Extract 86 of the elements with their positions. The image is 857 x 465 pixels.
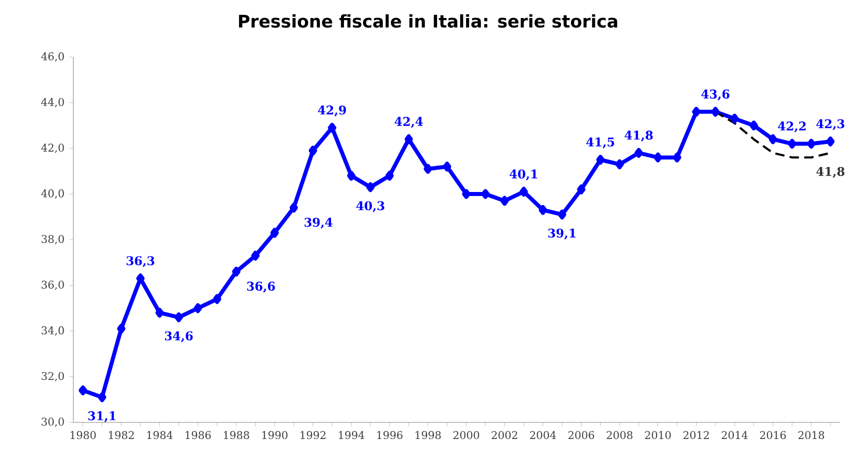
x-tick-label: 2018 — [798, 431, 824, 440]
point — [212, 294, 222, 304]
point — [520, 186, 528, 197]
data-label: 42,4 — [394, 116, 423, 128]
x-tick-label: 2008 — [606, 431, 632, 440]
point — [596, 154, 605, 165]
point — [634, 148, 643, 158]
point — [78, 385, 88, 396]
y-tick-label: 40,0 — [41, 189, 64, 199]
x-tick-label: 2004 — [530, 431, 556, 440]
point — [558, 210, 566, 220]
point — [98, 392, 106, 402]
y-tick-label: 42,0 — [41, 144, 64, 154]
x-tick-label: 1984 — [147, 431, 173, 440]
x-tick-label: 2010 — [645, 431, 671, 440]
data-label: 40,3 — [356, 201, 384, 212]
point — [615, 159, 624, 170]
point — [442, 162, 452, 172]
chart-title: Pressione fiscale in Italia: serie storica — [239, 14, 618, 28]
point — [174, 312, 183, 322]
point — [155, 308, 164, 318]
data-label: 31,1 — [88, 411, 116, 422]
point — [290, 202, 298, 213]
point — [366, 182, 375, 192]
data-label: 41,8 — [624, 130, 653, 142]
point — [117, 324, 126, 334]
data-label: 39,1 — [548, 228, 576, 240]
point — [500, 196, 509, 206]
point — [194, 303, 202, 314]
point — [232, 266, 240, 277]
point — [385, 170, 394, 181]
data-label: 42,9 — [318, 106, 346, 116]
point — [807, 138, 816, 149]
point — [768, 134, 778, 144]
data-label: 39,4 — [304, 218, 333, 229]
x-tick-label: 1986 — [186, 431, 211, 440]
point — [270, 228, 279, 238]
point — [577, 184, 586, 194]
data-label: 41,5 — [586, 137, 614, 148]
x-tick-label: 2016 — [760, 431, 786, 440]
point — [424, 164, 432, 174]
x-tick-label: 1998 — [416, 431, 441, 440]
point — [654, 152, 662, 162]
y-tick-label: 38,0 — [42, 234, 64, 244]
point — [347, 170, 356, 181]
y-tick-label: 32,0 — [42, 372, 64, 382]
x-tick-label: 1992 — [300, 431, 326, 440]
data-label: 41,8 — [816, 166, 844, 178]
point — [788, 138, 796, 149]
x-tick-label: 1994 — [338, 431, 364, 440]
point — [328, 122, 336, 133]
x-tick-label: 2006 — [568, 431, 594, 440]
y-tick-label: 36,0 — [42, 280, 64, 290]
data-label: 34,6 — [164, 331, 193, 342]
point — [136, 274, 145, 284]
point — [750, 120, 758, 130]
data-label: 42,2 — [778, 122, 806, 132]
x-tick-label: 1990 — [262, 431, 288, 440]
point — [308, 146, 318, 156]
data-label: 43,6 — [701, 90, 730, 100]
data-label: 40,1 — [510, 169, 538, 180]
point — [826, 136, 835, 146]
x-tick-label: 1982 — [108, 431, 134, 440]
y-tick-label: 46,0 — [41, 52, 64, 62]
y-tick-label: 44,0 — [41, 98, 64, 108]
data-label: 42,3 — [816, 119, 844, 130]
point — [711, 106, 720, 117]
x-tick-label: 2014 — [722, 431, 748, 440]
x-tick-label: 1980 — [70, 431, 96, 440]
x-tick-label: 1996 — [377, 431, 402, 440]
x-tick-label: 2000 — [453, 431, 480, 440]
point — [730, 114, 739, 124]
point — [481, 189, 490, 199]
data-label: 36,6 — [247, 282, 275, 293]
point — [692, 106, 700, 117]
y-tick-label: 34,0 — [42, 326, 64, 336]
point — [462, 189, 470, 199]
point — [538, 205, 548, 215]
point — [404, 134, 413, 144]
data-label: 36,3 — [126, 256, 154, 268]
x-tick-label: 1988 — [224, 431, 250, 440]
x-tick-label: 2012 — [683, 431, 709, 440]
x-tick-label: 2002 — [492, 431, 518, 440]
point — [251, 250, 260, 261]
point — [672, 152, 682, 162]
y-tick-label: 30,0 — [42, 418, 64, 428]
